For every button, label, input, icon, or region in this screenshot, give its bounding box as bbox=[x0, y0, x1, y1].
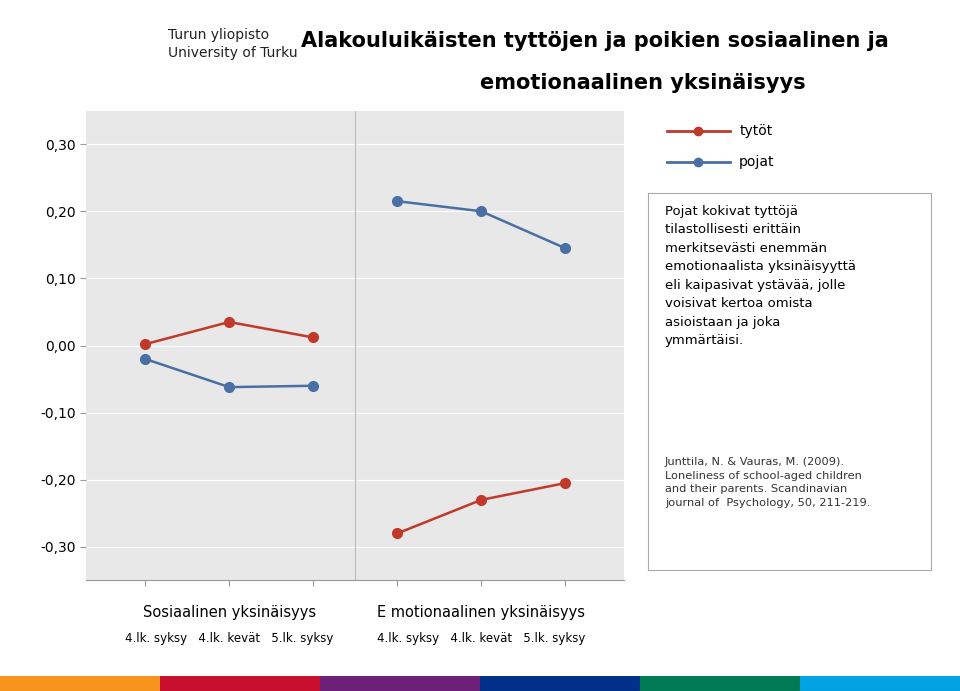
Text: pojat: pojat bbox=[739, 155, 775, 169]
Text: Junttila, N. & Vauras, M. (2009).
Loneliness of school-aged children
and their p: Junttila, N. & Vauras, M. (2009). Loneli… bbox=[665, 457, 871, 508]
Text: E motionaalinen yksinäisyys: E motionaalinen yksinäisyys bbox=[377, 605, 586, 620]
Text: emotionaalinen yksinäisyys: emotionaalinen yksinäisyys bbox=[480, 73, 806, 93]
Text: tytöt: tytöt bbox=[739, 124, 773, 138]
Text: Sosiaalinen yksinäisyys: Sosiaalinen yksinäisyys bbox=[143, 605, 316, 620]
Text: Alakouluikäisten tyttöjen ja poikien sosiaalinen ja: Alakouluikäisten tyttöjen ja poikien sos… bbox=[301, 31, 889, 51]
Text: Pojat kokivat tyttöjä
tilastollisesti erittäin
merkitsevästi enemmän
emotionaali: Pojat kokivat tyttöjä tilastollisesti er… bbox=[665, 205, 856, 348]
Text: 4.lk. syksy   4.lk. kevät   5.lk. syksy: 4.lk. syksy 4.lk. kevät 5.lk. syksy bbox=[377, 632, 586, 645]
Text: 4.lk. syksy   4.lk. kevät   5.lk. syksy: 4.lk. syksy 4.lk. kevät 5.lk. syksy bbox=[125, 632, 333, 645]
Text: Turun yliopisto
University of Turku: Turun yliopisto University of Turku bbox=[168, 28, 298, 60]
